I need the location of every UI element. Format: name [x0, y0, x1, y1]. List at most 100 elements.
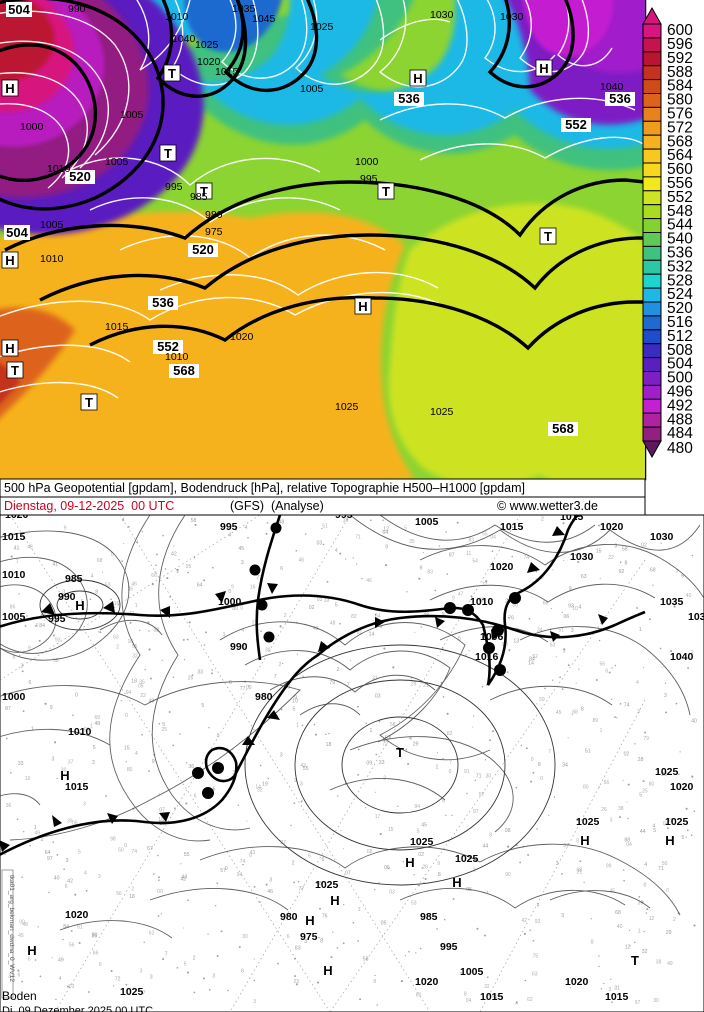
svg-text:9: 9 [420, 566, 423, 572]
svg-text:1010: 1010 [68, 726, 92, 738]
svg-text:15: 15 [388, 827, 394, 833]
svg-text:30: 30 [242, 934, 248, 940]
svg-text:46: 46 [131, 581, 137, 587]
svg-text:4: 4 [122, 517, 125, 523]
svg-text:6: 6 [241, 969, 244, 975]
svg-text:3: 3 [150, 975, 153, 981]
svg-text:92: 92 [619, 569, 625, 575]
svg-text:00: 00 [157, 889, 163, 895]
svg-text:990: 990 [230, 641, 248, 653]
svg-text:1010: 1010 [40, 253, 64, 265]
svg-text:06: 06 [564, 614, 570, 620]
svg-text:19: 19 [262, 782, 268, 788]
svg-text:Dienstag, 09-12-2025 00 UTC: Dienstag, 09-12-2025 00 UTC [4, 499, 174, 513]
svg-text:54: 54 [472, 559, 478, 565]
svg-text:0: 0 [666, 888, 669, 894]
svg-text:14: 14 [255, 785, 261, 791]
svg-text:50: 50 [662, 861, 668, 867]
svg-text:49: 49 [58, 958, 64, 964]
svg-text:68: 68 [97, 558, 103, 564]
svg-text:1000: 1000 [20, 121, 44, 133]
svg-text:1016: 1016 [475, 651, 499, 663]
svg-text:42: 42 [67, 879, 73, 885]
svg-text:0: 0 [75, 692, 78, 698]
svg-text:1025: 1025 [655, 766, 679, 778]
svg-text:2: 2 [541, 517, 544, 523]
svg-text:7: 7 [274, 674, 277, 680]
svg-text:980: 980 [280, 911, 298, 923]
svg-text:16: 16 [250, 585, 256, 591]
svg-text:71: 71 [355, 534, 361, 540]
svg-text:4: 4 [228, 533, 231, 539]
svg-text:520: 520 [69, 169, 91, 184]
svg-text:1020: 1020 [230, 331, 254, 343]
svg-text:1: 1 [436, 764, 439, 770]
svg-text:93: 93 [55, 638, 61, 644]
svg-text:1025: 1025 [455, 853, 479, 865]
svg-text:16: 16 [114, 601, 120, 607]
svg-text:1005: 1005 [120, 109, 144, 121]
svg-text:18: 18 [326, 742, 332, 748]
svg-text:13: 13 [513, 638, 519, 644]
svg-text:64: 64 [45, 850, 51, 856]
svg-text:990: 990 [58, 591, 76, 603]
svg-text:0: 0 [540, 776, 543, 782]
svg-text:97: 97 [473, 809, 479, 815]
svg-text:05: 05 [186, 564, 192, 570]
svg-text:1005: 1005 [2, 611, 26, 623]
svg-text:52: 52 [532, 654, 538, 660]
svg-text:H: H [75, 598, 84, 613]
svg-text:63: 63 [550, 643, 556, 649]
svg-text:504: 504 [8, 2, 30, 17]
svg-text:3: 3 [98, 874, 101, 880]
svg-text:T: T [382, 184, 390, 199]
svg-text:H: H [27, 943, 36, 958]
svg-text:82: 82 [447, 731, 453, 737]
svg-text:34: 34 [562, 762, 568, 768]
svg-text:72: 72 [115, 977, 121, 983]
svg-text:1020: 1020 [65, 909, 89, 921]
svg-text:57: 57 [220, 868, 226, 874]
svg-text:0: 0 [591, 939, 594, 945]
svg-text:33: 33 [379, 760, 385, 766]
svg-text:H: H [5, 341, 14, 356]
svg-text:1015: 1015 [105, 321, 129, 333]
svg-text:74: 74 [624, 703, 630, 709]
svg-text:1020: 1020 [490, 561, 514, 573]
svg-text:H: H [452, 875, 461, 890]
svg-text:47: 47 [458, 591, 464, 597]
svg-text:83: 83 [427, 570, 433, 576]
svg-text:568: 568 [173, 363, 195, 378]
svg-text:79: 79 [643, 736, 649, 742]
svg-text:1: 1 [600, 728, 603, 734]
svg-text:8: 8 [217, 733, 220, 739]
svg-text:3: 3 [241, 560, 244, 566]
svg-text:2: 2 [292, 860, 295, 866]
svg-text:1010: 1010 [165, 11, 189, 23]
svg-text:1020: 1020 [600, 521, 624, 533]
svg-text:552: 552 [565, 117, 587, 132]
svg-text:18: 18 [131, 679, 137, 685]
svg-text:66: 66 [151, 573, 157, 579]
svg-text:1025: 1025 [665, 816, 689, 828]
svg-text:1025: 1025 [576, 816, 600, 828]
svg-text:1020: 1020 [670, 781, 694, 793]
svg-text:4: 4 [91, 574, 94, 580]
svg-text:1005: 1005 [460, 966, 484, 978]
svg-text:4: 4 [644, 862, 647, 868]
svg-text:2: 2 [176, 569, 179, 575]
svg-text:1040: 1040 [670, 651, 694, 663]
svg-text:77: 77 [298, 886, 304, 892]
svg-text:45: 45 [556, 710, 562, 716]
svg-text:51: 51 [322, 524, 328, 530]
svg-text:06: 06 [384, 865, 390, 871]
svg-text:15: 15 [596, 548, 602, 554]
svg-text:58: 58 [363, 957, 369, 963]
svg-text:56: 56 [600, 661, 606, 667]
svg-text:6: 6 [322, 857, 325, 863]
svg-text:0: 0 [125, 713, 128, 719]
svg-text:Boden: Boden [2, 989, 37, 1003]
svg-text:8: 8 [464, 992, 467, 998]
svg-text:41: 41 [14, 545, 20, 551]
svg-text:1: 1 [135, 603, 138, 609]
